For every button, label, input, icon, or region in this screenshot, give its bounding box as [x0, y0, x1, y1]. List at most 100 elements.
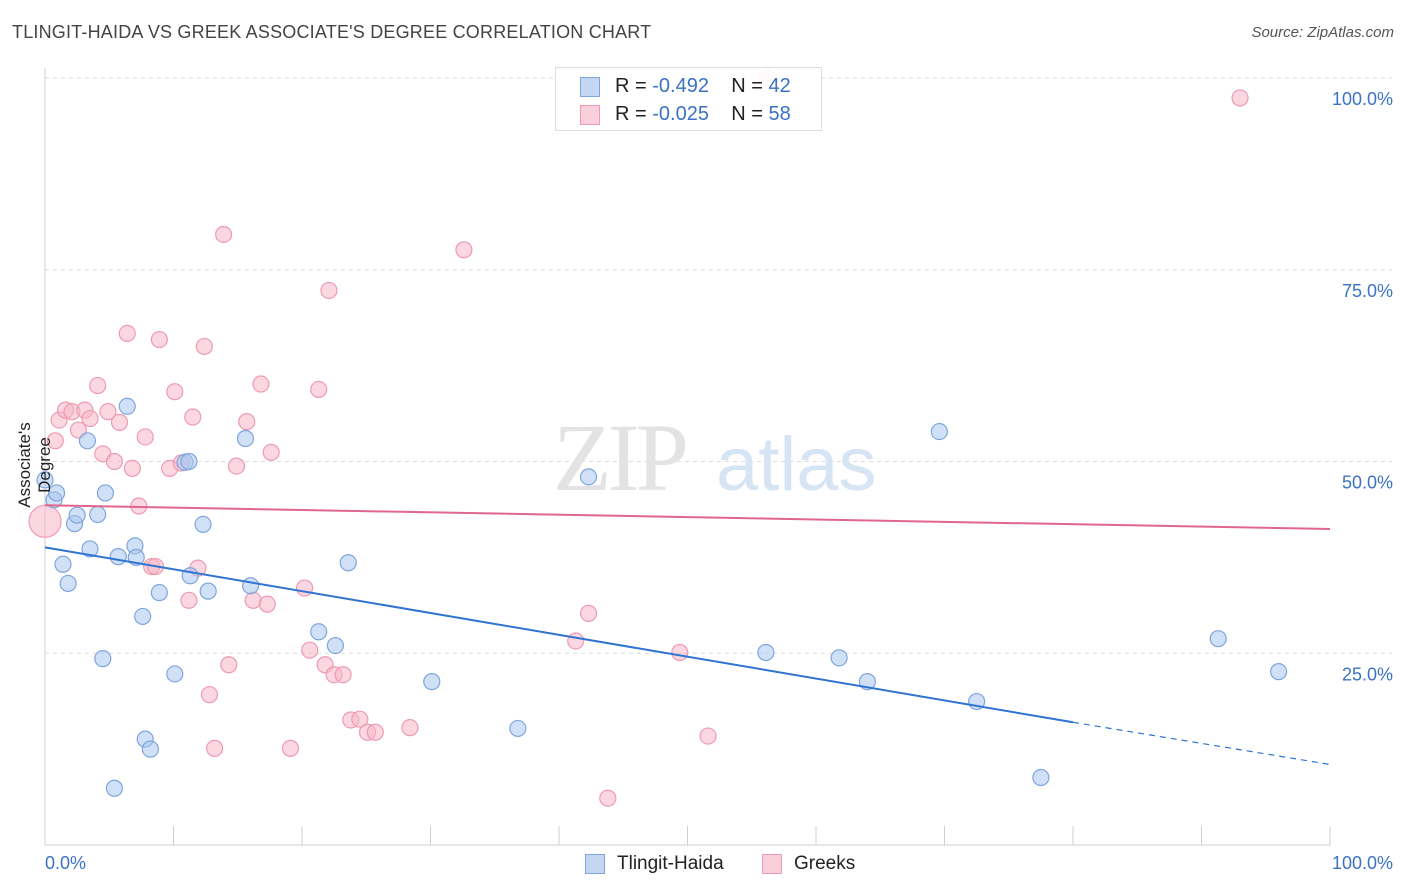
greeks-point-38 [295, 579, 314, 597]
tlingit-haida-point-3 [54, 555, 72, 573]
tlingit-haida-point-4 [59, 574, 77, 593]
greeks-point-13 [118, 324, 136, 343]
greeks-point-50 [455, 241, 473, 259]
tlingit-haida-point-7 [78, 432, 97, 450]
watermark-zip: ZIP [553, 404, 686, 511]
greeks-point-44 [334, 666, 352, 684]
greeks-point-35 [258, 595, 276, 613]
tlingit-haida-point-13 [109, 548, 127, 566]
y-tick-label-75: 75.0% [1342, 281, 1393, 301]
greeks-point-36 [262, 443, 280, 461]
y-tick-label-100: 100.0% [1332, 89, 1393, 109]
tlingit-haida-point-25 [194, 515, 212, 533]
legend-label: Tlingit-Haida [617, 853, 724, 874]
tlingit-haida-point-33 [509, 719, 527, 738]
y-axis-label: Associate's Degree [15, 422, 54, 508]
tlingit-haida-point-6 [68, 506, 86, 524]
tick-labels: 25.0% 50.0% 75.0% 100.0% 0.0% 100.0% [45, 89, 1393, 873]
greeks-point-24 [184, 408, 202, 426]
tlingit-haida-point-8 [81, 540, 99, 558]
stats-r-value: -0.492 [652, 75, 709, 97]
greeks-point-51 [567, 632, 585, 650]
greeks-point-16 [136, 428, 154, 446]
stats-swatch-tlingit [580, 77, 600, 97]
tlingit-haida-point-38 [930, 422, 948, 441]
greeks-point-30 [220, 656, 238, 674]
tlingit-haida-point-11 [96, 484, 114, 502]
greeks-point-42 [320, 281, 338, 300]
tlingit-haida-point-42 [1269, 663, 1288, 681]
x-tick-label-max: 100.0% [1332, 853, 1393, 873]
tlingit-haida-point-40 [1032, 768, 1050, 787]
greeks-point-26 [195, 337, 213, 356]
tlingit-haida-point-29 [310, 623, 328, 641]
greeks-point-54 [671, 643, 689, 662]
greeks-point-14 [123, 459, 141, 478]
y-tick-label-50: 50.0% [1342, 473, 1393, 493]
greeks-point-40 [310, 380, 328, 399]
tlingit-haida-points [36, 397, 1288, 797]
greeks-point-7 [81, 409, 99, 428]
tlingit-haida-point-32 [423, 673, 441, 691]
greeks-point-48 [366, 723, 384, 741]
tlingit-haida-point-17 [134, 607, 152, 626]
tlingit-haida-point-10 [94, 650, 112, 668]
tlingit-haida-point-36 [830, 649, 848, 667]
stats-r-label: R = [615, 103, 647, 125]
tlingit-haida-point-34 [579, 468, 598, 486]
stats-n-label: N = [731, 75, 763, 97]
legend-swatch-tlingit-haida [585, 854, 605, 874]
watermark: ZIP atlas [553, 404, 877, 511]
greeks-point-29 [215, 225, 233, 244]
axes [44, 68, 1331, 846]
stats-swatch-greeks [580, 105, 600, 125]
greeks-trend-line [44, 504, 1331, 530]
greeks-point-34 [252, 375, 270, 393]
greeks-point-19 [150, 330, 168, 349]
greeks-point-27 [200, 686, 219, 704]
greeks-point-10 [99, 403, 117, 421]
y-tick-label-25: 25.0% [1342, 664, 1393, 684]
grid-lines [45, 77, 1392, 654]
tlingit-haida-point-31 [339, 554, 357, 572]
tlingit-haida-point-9 [89, 505, 107, 524]
tlingit-haida-point-30 [326, 636, 345, 655]
greeks-point-49 [401, 719, 419, 737]
greeks-point-28 [206, 739, 224, 757]
tlingit-haida-point-26 [199, 582, 217, 600]
greeks-point-33 [244, 591, 262, 609]
greeks-point-11 [105, 452, 123, 471]
legend-swatch-greeks [762, 854, 782, 874]
greeks-point-52 [579, 604, 598, 622]
greeks-point-1 [46, 432, 64, 450]
stats-r-label: R = [615, 75, 647, 97]
tlingit-haida-point-23 [180, 452, 198, 471]
tlingit-haida-point-14 [118, 397, 136, 415]
greeks-point-31 [227, 457, 246, 475]
tlingit-haida-point-0 [36, 471, 54, 489]
tlingit-haida-point-2 [47, 484, 66, 502]
greeks-point-53 [599, 789, 617, 807]
chart-title: TLINGIT-HAIDA VS GREEK ASSOCIATE'S DEGRE… [12, 22, 652, 42]
stats-n-value: 42 [768, 75, 791, 97]
tlingit-haida-point-21 [166, 665, 184, 683]
greeks-point-12 [110, 413, 129, 431]
x-tick-label-min: 0.0% [45, 853, 86, 873]
stats-n-value: 58 [768, 103, 791, 125]
greeks-point-32 [238, 413, 256, 431]
greeks-point-21 [166, 383, 184, 401]
stats-box: R = -0.492 N = 42 R = -0.025 N = 58 [555, 67, 822, 131]
tlingit-haida-point-28 [242, 577, 260, 595]
greeks-point-39 [301, 641, 319, 659]
tlingit-haida-point-19 [141, 740, 159, 758]
tlingit-haida-point-35 [757, 643, 775, 662]
tlingit-haida-point-41 [1209, 630, 1227, 648]
tlingit-haida-point-20 [150, 584, 168, 602]
chart-source: Source: ZipAtlas.com [1251, 24, 1394, 41]
stats-r-value: -0.025 [652, 103, 709, 125]
legend-label: Greeks [794, 853, 856, 874]
tlingit-haida-point-27 [236, 429, 255, 448]
watermark-atlas: atlas [716, 422, 877, 507]
tlingit-haida-trend-line [44, 546, 1074, 724]
